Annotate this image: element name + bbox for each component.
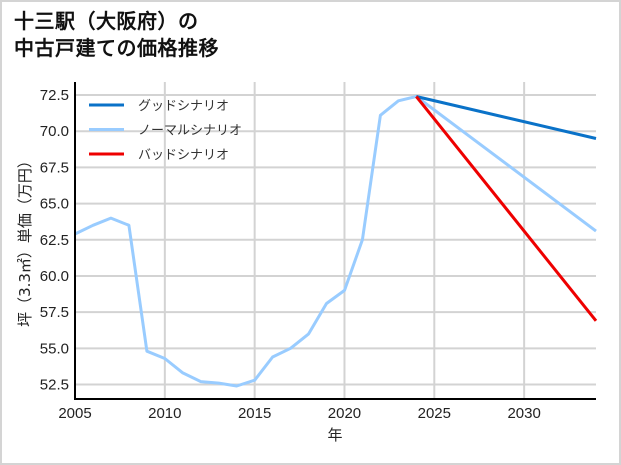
legend-label: ノーマルシナリオ [138,124,242,139]
chart-title-line-1: 十三駅（大阪府）の [14,9,199,33]
series-line-1 [74,95,597,388]
y-tick-label: 62.5 [40,232,69,249]
y-tick-label: 52.5 [40,377,69,394]
data-series [74,95,598,388]
x-tick-label: 2025 [418,405,451,422]
x-tick-label: 2020 [328,405,361,422]
chart-title: 十三駅（大阪府）の 中古戸建ての価格推移 [14,8,219,62]
x-tick-label: 2005 [58,405,91,422]
y-tick-label: 67.5 [40,159,69,176]
legend-label: バッドシナリオ [138,148,229,163]
series-line-2 [415,95,598,322]
y-tick-label: 57.5 [40,304,69,321]
y-tick-label: 72.5 [40,87,69,104]
x-tick-label: 2010 [148,405,181,422]
x-tick-label: 2015 [238,405,271,422]
x-axis-label: 年 [327,426,342,444]
axes [74,82,596,400]
x-axis-ticks: 2005 2010 2015 2020 2025 2030 [58,405,541,422]
y-axis-ticks: 52.5 55.0 57.5 60.0 62.5 65.0 67.5 70.0 72.5 [40,87,69,393]
y-axis-label: 坪（3.3㎡）単価（万円） [16,153,34,327]
y-tick-label: 55.0 [40,340,69,357]
x-tick-label: 2030 [507,405,540,422]
chart-title-line-2: 中古戸建ての価格推移 [14,36,219,60]
series-line-0 [415,95,597,140]
y-tick-label: 65.0 [40,196,69,213]
y-tick-label: 60.0 [40,268,69,285]
y-tick-label: 70.0 [40,123,69,140]
legend-label: グッドシナリオ [138,99,229,114]
